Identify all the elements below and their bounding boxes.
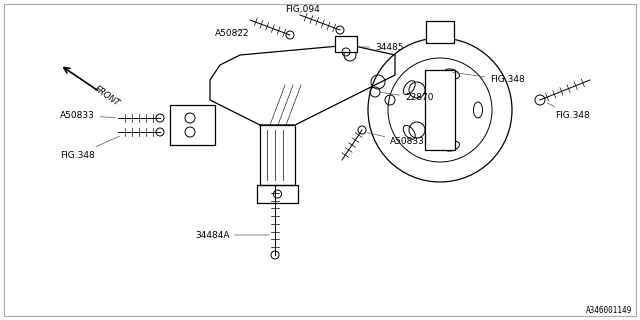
Text: 22870: 22870: [381, 92, 433, 102]
Text: A50822: A50822: [215, 28, 250, 37]
Text: FRONT: FRONT: [93, 84, 122, 108]
Polygon shape: [210, 45, 395, 125]
Bar: [335, 36, 357, 52]
Bar: [426, 21, 454, 43]
Text: FIG.348: FIG.348: [60, 136, 120, 159]
Text: FIG.348: FIG.348: [547, 103, 589, 119]
Polygon shape: [170, 105, 215, 145]
Text: A50833: A50833: [368, 132, 425, 147]
Polygon shape: [257, 185, 298, 203]
Text: A346001149: A346001149: [586, 306, 632, 315]
Text: FIG.348: FIG.348: [452, 72, 525, 84]
Polygon shape: [260, 125, 295, 185]
Text: FIG.094: FIG.094: [285, 5, 320, 14]
Text: A50833: A50833: [60, 110, 115, 119]
Bar: [425, 70, 455, 150]
Text: 34485: 34485: [361, 43, 403, 52]
Text: 34484A: 34484A: [195, 230, 269, 239]
